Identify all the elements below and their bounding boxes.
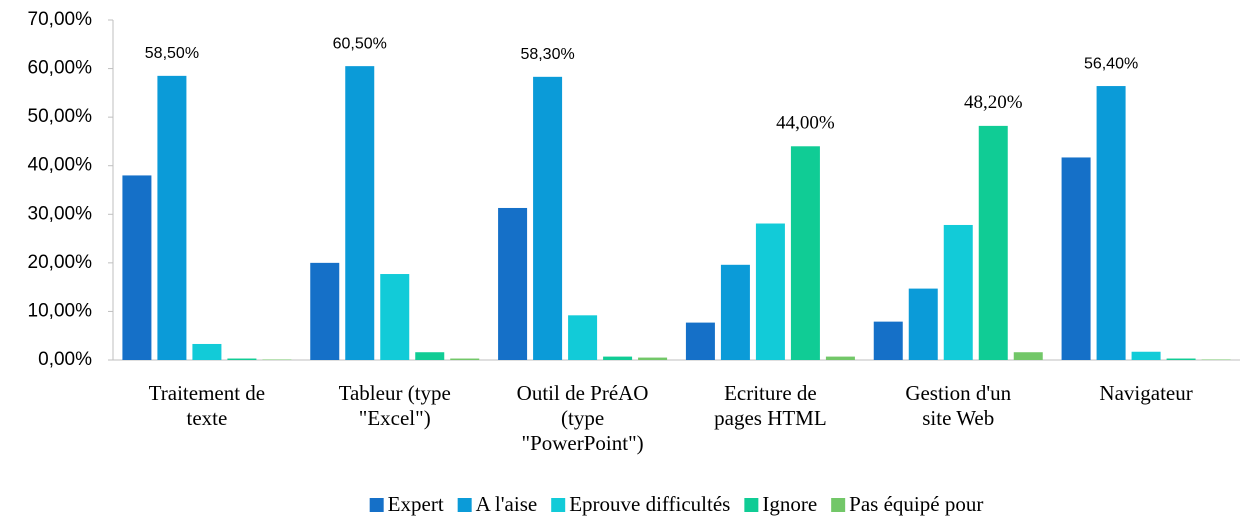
x-tick-label-line: Ecriture de: [724, 381, 817, 405]
bar: [380, 274, 410, 360]
legend-label: A l'aise: [476, 492, 538, 516]
bar: [638, 357, 668, 360]
y-tick-label: 20,00%: [28, 252, 93, 273]
bar: [790, 146, 820, 360]
data-label: 44,00%: [776, 113, 835, 134]
x-tick-label: Traitement de texte: [149, 381, 265, 430]
bar: [122, 175, 152, 360]
x-tick-label: Ecriture de pages HTML: [714, 381, 827, 430]
x-tick-label-line: Gestion d'un: [905, 381, 1011, 405]
x-tick-label-line: pages HTML: [714, 406, 827, 430]
bar: [943, 224, 973, 360]
x-tick-label-line: "Excel"): [359, 406, 431, 430]
bar: [908, 288, 938, 360]
legend-label: Eprouve difficultés: [569, 492, 730, 516]
bar: [498, 207, 528, 360]
bar: [603, 356, 633, 360]
legend: Expert A l'aise Eprouve difficultés Ignore P…: [369, 492, 983, 516]
legend-label: Ignore: [762, 492, 817, 516]
data-label: 56,40%: [1084, 55, 1138, 72]
bar: [1166, 358, 1196, 360]
bar: [227, 358, 257, 360]
legend-swatch: [551, 498, 566, 512]
bar: [978, 125, 1008, 360]
y-tick-label: 10,00%: [28, 300, 93, 321]
y-tick-label: 60,00%: [28, 58, 93, 79]
y-tick-label: 50,00%: [28, 106, 93, 127]
data-label: 60,50%: [333, 35, 387, 52]
legend-label: Pas équipé pour: [849, 492, 983, 516]
x-tick-label: Gestion d'un site Web: [905, 381, 1011, 430]
bar: [1013, 352, 1043, 360]
legend-swatch: [831, 498, 846, 512]
bar: [720, 264, 750, 360]
x-tick-label: Navigateur: [1099, 381, 1192, 405]
data-label: 58,30%: [520, 46, 574, 63]
y-tick-label: 0,00%: [38, 349, 92, 370]
y-tick-label: 30,00%: [28, 203, 93, 224]
legend-swatch: [457, 498, 472, 512]
bar: [157, 75, 187, 360]
x-tick-label-line: Outil de PréAO: [517, 381, 649, 405]
bar: [415, 352, 445, 360]
x-tick-label: Tableur (type "Excel"): [339, 381, 451, 430]
bar: [192, 343, 222, 360]
y-tick-label: 40,00%: [28, 155, 93, 176]
x-tick-label-line: (type: [561, 406, 604, 430]
bar: [1131, 351, 1161, 360]
legend-swatch: [369, 498, 384, 512]
bar: [755, 223, 785, 360]
legend-swatch: [744, 498, 759, 512]
legend-label: Expert: [388, 492, 444, 516]
bar: [310, 262, 340, 360]
y-tick-label: 70,00%: [28, 9, 93, 30]
x-tick-label-line: Tableur (type: [339, 381, 451, 405]
bar: [345, 66, 375, 361]
x-tick-label-line: site Web: [922, 406, 994, 430]
x-tick-label-line: Traitement de: [149, 381, 265, 405]
x-tick-label-line: texte: [187, 406, 228, 430]
data-label: 58,50%: [145, 45, 199, 62]
bar: [1096, 86, 1126, 361]
bar: [873, 321, 903, 360]
bar: [568, 315, 598, 360]
bar: [1061, 157, 1091, 360]
bar: [533, 76, 563, 360]
bar: [825, 356, 855, 360]
x-tick-label: Outil de PréAO (type "PowerPoint"): [517, 381, 649, 455]
bar: [450, 358, 480, 360]
x-tick-label-line: "PowerPoint"): [522, 431, 644, 455]
x-tick-label-line: Navigateur: [1099, 381, 1192, 405]
data-label: 48,20%: [964, 92, 1023, 113]
bar: [685, 322, 715, 360]
